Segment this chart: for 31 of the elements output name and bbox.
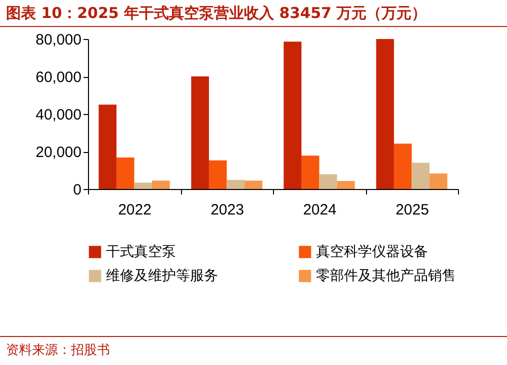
y-tick-label: 0 [73, 182, 82, 198]
bar [319, 174, 338, 189]
bar [376, 39, 394, 189]
bar [191, 76, 209, 189]
bar [244, 180, 262, 189]
y-tick-label: 20,000 [36, 144, 82, 161]
bar [394, 144, 412, 189]
x-tick-label: 2025 [396, 202, 429, 218]
bar [412, 162, 430, 189]
bar [98, 104, 116, 189]
legend-label: 零部件及其他产品销售 [316, 267, 456, 283]
y-tick-label: 40,000 [36, 106, 82, 124]
legend-label: 维修及维护等服务 [106, 267, 218, 283]
bar [208, 160, 227, 189]
legend-label: 干式真空泵 [106, 243, 176, 259]
x-tick-label: 2022 [118, 202, 152, 218]
bar [301, 156, 320, 189]
legend-label: 真空科学仪器设备 [316, 243, 428, 259]
x-tick-label: 2023 [210, 202, 244, 218]
text: 资料来源：招股书 [0, 336, 507, 363]
bar [134, 182, 152, 189]
bar [226, 180, 245, 189]
x-tick-label: 2024 [303, 202, 336, 218]
y-tick-label: 80,000 [36, 32, 82, 48]
bar [152, 180, 170, 189]
bar [337, 180, 355, 189]
y-tick-label: 60,000 [36, 69, 82, 86]
chart-title: 图表 10：2025 年干式真空泵营业收入 83457 万元（万元） [0, 0, 507, 27]
bar [116, 158, 134, 189]
bar [284, 42, 302, 189]
bar [430, 173, 448, 189]
